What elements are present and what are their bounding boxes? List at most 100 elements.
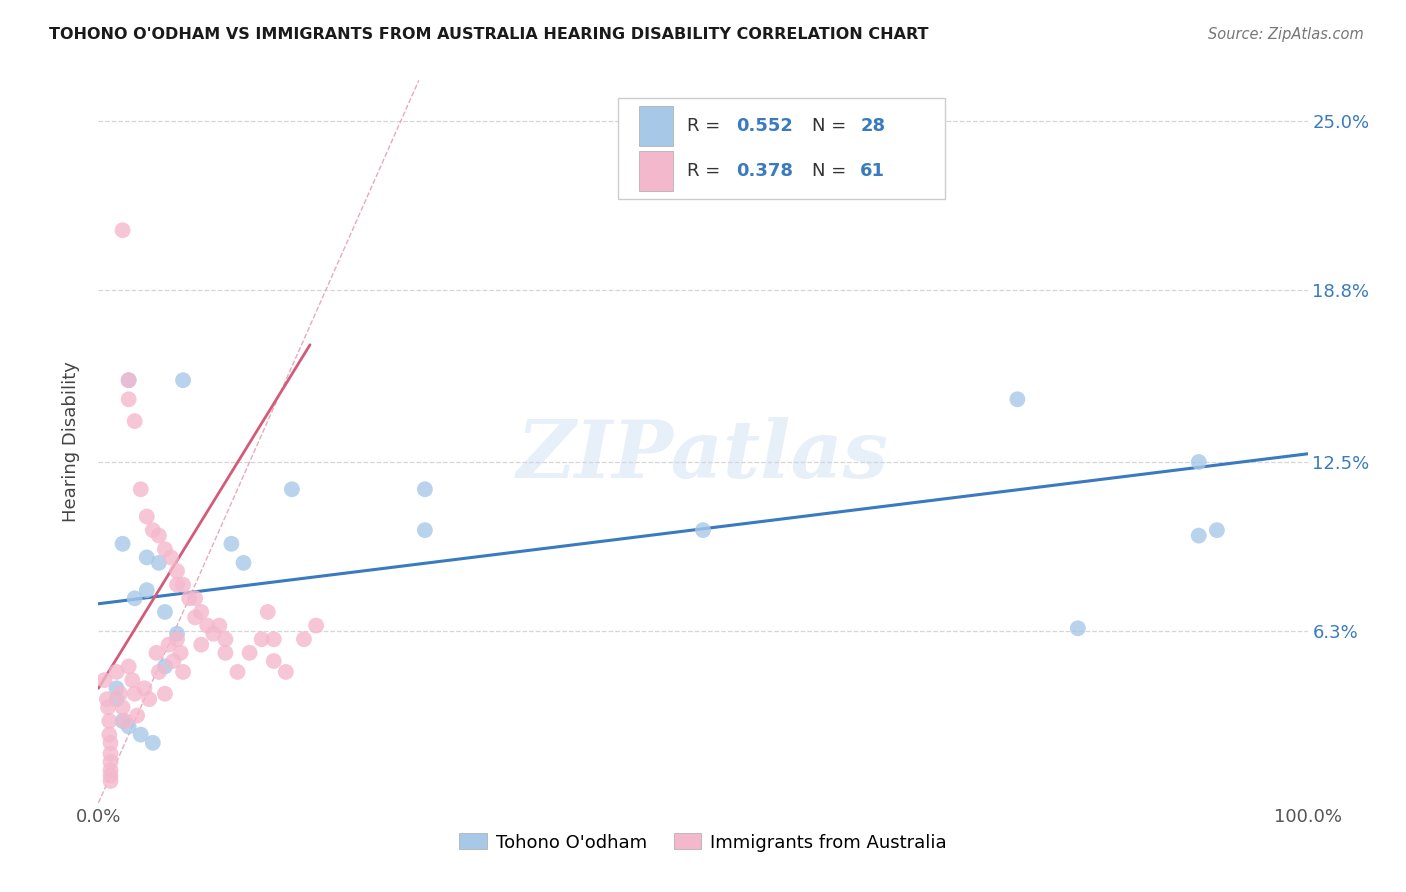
Point — [281, 482, 304, 496]
Point — [169, 646, 191, 660]
Point — [214, 646, 236, 660]
Point — [105, 665, 128, 679]
Point — [172, 577, 194, 591]
Point — [111, 700, 134, 714]
Point — [256, 605, 278, 619]
Point — [166, 577, 188, 591]
Point — [692, 523, 714, 537]
Point — [153, 687, 176, 701]
Point — [305, 618, 328, 632]
FancyBboxPatch shape — [619, 98, 945, 200]
Point — [172, 665, 194, 679]
Point — [127, 708, 149, 723]
Text: ZIPatlas: ZIPatlas — [517, 417, 889, 495]
Text: N =: N = — [811, 162, 852, 180]
Point — [100, 763, 122, 777]
Point — [100, 774, 122, 789]
Point — [413, 482, 436, 496]
Point — [118, 719, 141, 733]
Point — [184, 591, 207, 606]
Point — [190, 605, 212, 619]
Point — [129, 482, 152, 496]
Point — [202, 626, 225, 640]
Point — [96, 692, 118, 706]
Point — [195, 618, 218, 632]
FancyBboxPatch shape — [638, 106, 673, 146]
Text: R =: R = — [688, 117, 727, 136]
Point — [179, 591, 201, 606]
Point — [148, 528, 170, 542]
Point — [148, 665, 170, 679]
Point — [97, 700, 120, 714]
Point — [135, 550, 157, 565]
Point — [172, 373, 194, 387]
FancyBboxPatch shape — [638, 152, 673, 191]
Legend: Tohono O'odham, Immigrants from Australia: Tohono O'odham, Immigrants from Australi… — [453, 826, 953, 859]
Point — [138, 692, 160, 706]
Point — [111, 714, 134, 728]
Text: R =: R = — [688, 162, 727, 180]
Point — [214, 632, 236, 647]
Point — [157, 638, 180, 652]
Point — [263, 632, 285, 647]
Point — [221, 537, 243, 551]
Point — [98, 714, 121, 728]
Point — [118, 659, 141, 673]
Point — [166, 626, 188, 640]
Point — [184, 610, 207, 624]
Y-axis label: Hearing Disability: Hearing Disability — [62, 361, 80, 522]
Point — [129, 728, 152, 742]
Point — [274, 665, 297, 679]
Point — [124, 591, 146, 606]
Text: Source: ZipAtlas.com: Source: ZipAtlas.com — [1208, 27, 1364, 42]
Point — [162, 654, 184, 668]
Point — [292, 632, 315, 647]
Point — [145, 646, 167, 660]
Text: 0.552: 0.552 — [735, 117, 793, 136]
Point — [263, 654, 285, 668]
Point — [135, 583, 157, 598]
Point — [121, 673, 143, 687]
Point — [93, 673, 115, 687]
Point — [111, 537, 134, 551]
Point — [111, 223, 134, 237]
Point — [118, 373, 141, 387]
Point — [148, 556, 170, 570]
Point — [166, 564, 188, 578]
Point — [135, 509, 157, 524]
Text: TOHONO O'ODHAM VS IMMIGRANTS FROM AUSTRALIA HEARING DISABILITY CORRELATION CHART: TOHONO O'ODHAM VS IMMIGRANTS FROM AUSTRA… — [49, 27, 929, 42]
Point — [100, 736, 122, 750]
Point — [226, 665, 249, 679]
Point — [239, 646, 262, 660]
Text: 28: 28 — [860, 117, 886, 136]
Point — [100, 768, 122, 782]
Point — [142, 736, 165, 750]
Point — [105, 692, 128, 706]
Point — [1067, 621, 1090, 635]
Point — [1188, 455, 1211, 469]
Text: 61: 61 — [860, 162, 886, 180]
Point — [232, 556, 254, 570]
Text: 0.378: 0.378 — [735, 162, 793, 180]
Text: N =: N = — [811, 117, 852, 136]
Point — [1206, 523, 1229, 537]
Point — [160, 550, 183, 565]
Point — [166, 632, 188, 647]
Point — [124, 687, 146, 701]
Point — [1188, 528, 1211, 542]
Point — [142, 523, 165, 537]
Point — [153, 605, 176, 619]
Point — [118, 392, 141, 407]
Point — [105, 681, 128, 696]
Point — [118, 373, 141, 387]
Point — [208, 618, 231, 632]
Point — [100, 747, 122, 761]
Point — [114, 714, 136, 728]
Point — [250, 632, 273, 647]
Point — [108, 687, 131, 701]
Point — [413, 523, 436, 537]
Point — [153, 659, 176, 673]
Point — [98, 728, 121, 742]
Point — [100, 755, 122, 769]
Point — [1007, 392, 1029, 407]
